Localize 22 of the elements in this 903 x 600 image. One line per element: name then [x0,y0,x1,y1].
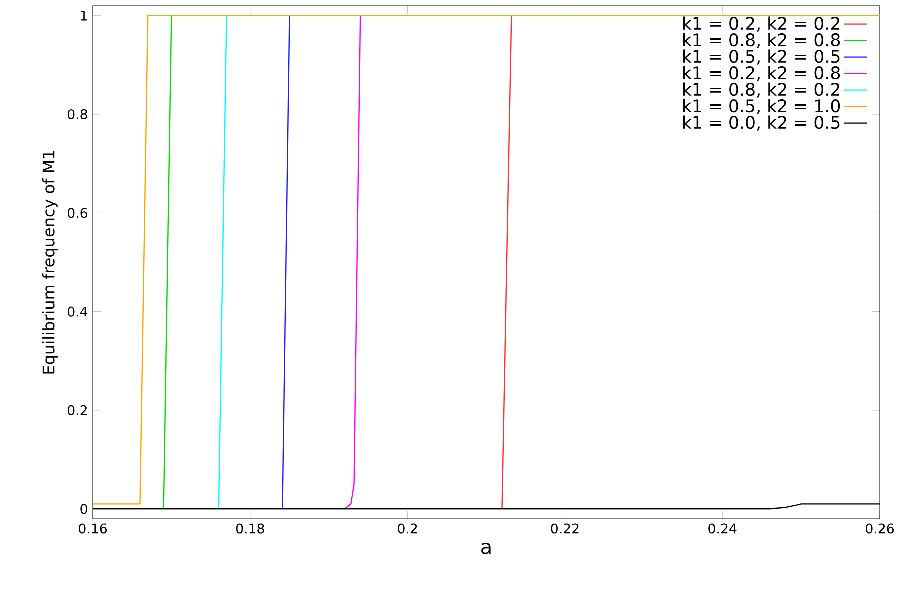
x-axis-title: a [482,542,491,554]
x-tick-label: 0.26 [866,524,894,534]
y-tick-label: 0.8 [68,109,88,120]
x-tick-label: 0.18 [236,524,264,534]
x-tick-label: 0.16 [79,524,108,534]
legend-label: k1 = 0.0, k2 = 0.5 [683,116,840,131]
y-tick-label: 0.4 [68,306,88,317]
legend-label: k1 = 0.5, k2 = 1.0 [683,99,840,114]
y-tick-label: 0 [80,504,88,514]
legend-label: k1 = 0.8, k2 = 0.8 [683,33,840,48]
x-tick-label: 0.24 [708,524,737,534]
legend-label: k1 = 0.8, k2 = 0.2 [683,82,840,98]
y-axis-title: Equilibrium frequency of M1 [42,151,58,374]
x-tick-label: 0.2 [398,524,418,534]
line-series [344,15,362,510]
y-tick-label: 0.2 [68,405,87,416]
legend-label: k1 = 0.5, k2 = 0.5 [683,50,840,65]
legend-label: k1 = 0.2, k2 = 0.2 [683,16,840,32]
legend-label: k1 = 0.2, k2 = 0.8 [683,66,840,82]
x-tick-label: 0.22 [551,524,579,534]
y-tick-label: 1 [81,11,88,21]
y-tick-label: 0.6 [68,208,88,218]
